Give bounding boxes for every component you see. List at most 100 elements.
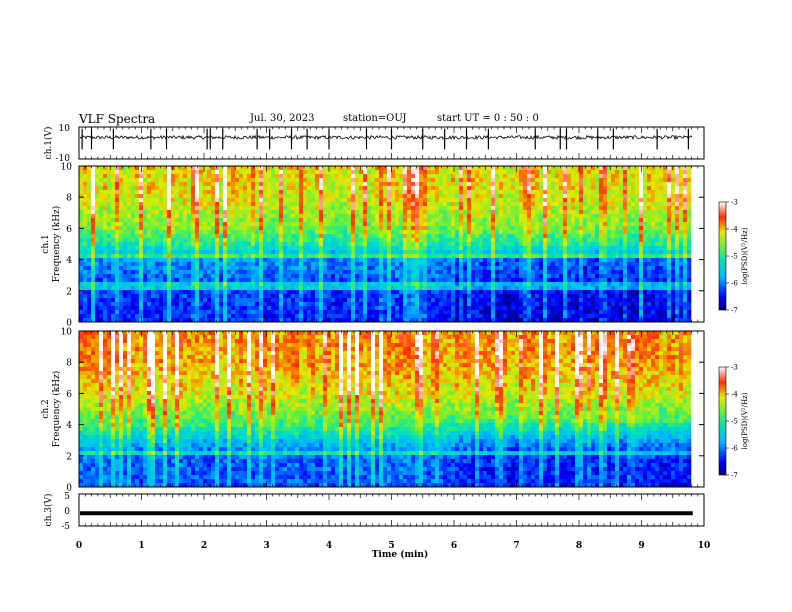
spectrogram-cell — [379, 214, 384, 219]
spectrogram-cell — [143, 266, 148, 271]
spectrogram-cell — [287, 298, 292, 303]
spectrogram-cell — [95, 218, 100, 223]
spectrogram-cell — [115, 238, 120, 243]
spectrogram-cell — [467, 310, 472, 315]
spectrogram-cell — [195, 174, 200, 179]
spectrogram-cell — [551, 314, 556, 319]
spectrogram-cell — [407, 186, 412, 191]
spectrogram-cell — [267, 190, 272, 195]
spectrogram-cell — [495, 246, 500, 251]
spectrogram-cell — [291, 190, 296, 195]
spectrogram-cell — [423, 174, 428, 179]
spectrogram-cell — [231, 274, 236, 279]
spectrogram-cell — [271, 250, 276, 255]
spectrogram-cell — [339, 230, 344, 235]
spectrogram-cell — [519, 194, 524, 199]
spectrogram-cell — [219, 314, 224, 319]
spectrogram-cell — [167, 170, 172, 175]
spectrogram-cell — [399, 254, 404, 259]
spectrogram-cell — [539, 286, 544, 291]
spectrogram-cell — [543, 294, 548, 299]
spectrogram-cell — [171, 250, 176, 255]
spectrogram-cell — [407, 254, 412, 259]
spectrogram-cell — [275, 222, 280, 227]
spectrogram-cell — [167, 294, 172, 299]
spectrogram-cell — [307, 298, 312, 303]
spectrogram-cell — [535, 190, 540, 195]
spectrogram-cell — [435, 306, 440, 311]
spectrogram-cell — [499, 198, 504, 203]
spectrogram-cell — [315, 194, 320, 199]
spectrogram-cell — [79, 206, 84, 211]
spectrogram-cell — [135, 318, 140, 323]
spectrogram-cell — [403, 226, 408, 231]
spectrogram-cell — [183, 282, 188, 287]
spectrogram-cell — [203, 282, 208, 287]
spectrogram-cell — [359, 198, 364, 203]
spectrogram-cell — [331, 298, 336, 303]
spectrogram-cell — [319, 166, 324, 171]
spectrogram-cell — [475, 306, 480, 311]
spectrogram-cell — [423, 194, 428, 199]
spectrogram-cell — [499, 258, 504, 263]
spectrogram-cell — [255, 226, 260, 231]
spectrogram-cell — [471, 174, 476, 179]
spectrogram-cell — [183, 306, 188, 311]
spectrogram-cell — [359, 178, 364, 183]
spectrogram-cell — [483, 218, 488, 223]
spectrogram-cell — [271, 258, 276, 263]
spectrogram-cell — [411, 246, 416, 251]
spectrogram-cell — [155, 274, 160, 279]
spectrogram-cell — [247, 302, 252, 307]
spectrogram-cell — [387, 210, 392, 215]
spectrogram-cell — [351, 274, 356, 279]
spectrogram-cell — [403, 258, 408, 263]
spectrogram-cell — [395, 246, 400, 251]
spectrogram-cell — [567, 246, 572, 251]
spectrogram-cell — [375, 186, 380, 191]
spectrogram-cell — [359, 318, 364, 323]
spectrogram-cell — [475, 198, 480, 203]
spectrogram-cell — [143, 262, 148, 267]
spectrogram-cell — [395, 206, 400, 211]
spectrogram-cell — [439, 282, 444, 287]
spectrogram-cell — [91, 270, 96, 275]
spectrogram-cell — [563, 306, 568, 311]
spectrogram-cell — [507, 226, 512, 231]
spectrogram-cell — [539, 222, 544, 227]
spectrogram-cell — [515, 182, 520, 187]
spectrogram-cell — [411, 222, 416, 227]
spectrogram-cell — [363, 182, 368, 187]
spectrogram-cell — [479, 318, 484, 323]
spectrogram-cell — [239, 314, 244, 319]
spectrogram-cell — [547, 174, 552, 179]
spectrogram-cell — [383, 254, 388, 259]
spectrogram-cell — [303, 174, 308, 179]
spectrogram-cell — [435, 234, 440, 239]
spectrogram-cell — [499, 302, 504, 307]
spectrogram-cell — [303, 234, 308, 239]
spectrogram-cell — [123, 202, 128, 207]
spectrogram-cell — [567, 198, 572, 203]
spectrogram-cell — [523, 198, 528, 203]
spectrogram-cell — [315, 290, 320, 295]
spectrogram-cell — [511, 206, 516, 211]
spectrogram-cell — [311, 242, 316, 247]
spectrogram-cell — [479, 174, 484, 179]
spectrogram-cell — [279, 178, 284, 183]
spectrogram-cell — [571, 274, 576, 279]
spectrogram-cell — [131, 266, 136, 271]
spectrogram-cell — [207, 250, 212, 255]
spectrogram-cell — [583, 226, 588, 231]
spectrogram-cell — [259, 294, 264, 299]
spectrogram-cell — [387, 230, 392, 235]
spectrogram-cell — [111, 206, 116, 211]
spectrogram-cell — [335, 278, 340, 283]
spectrogram-cell — [219, 270, 224, 275]
spectrogram-cell — [555, 290, 560, 295]
spectrogram-cell — [279, 286, 284, 291]
spectrogram-cell — [567, 270, 572, 275]
spectrogram-cell — [319, 206, 324, 211]
spectrogram-cell — [435, 186, 440, 191]
spectrogram-cell — [171, 298, 176, 303]
